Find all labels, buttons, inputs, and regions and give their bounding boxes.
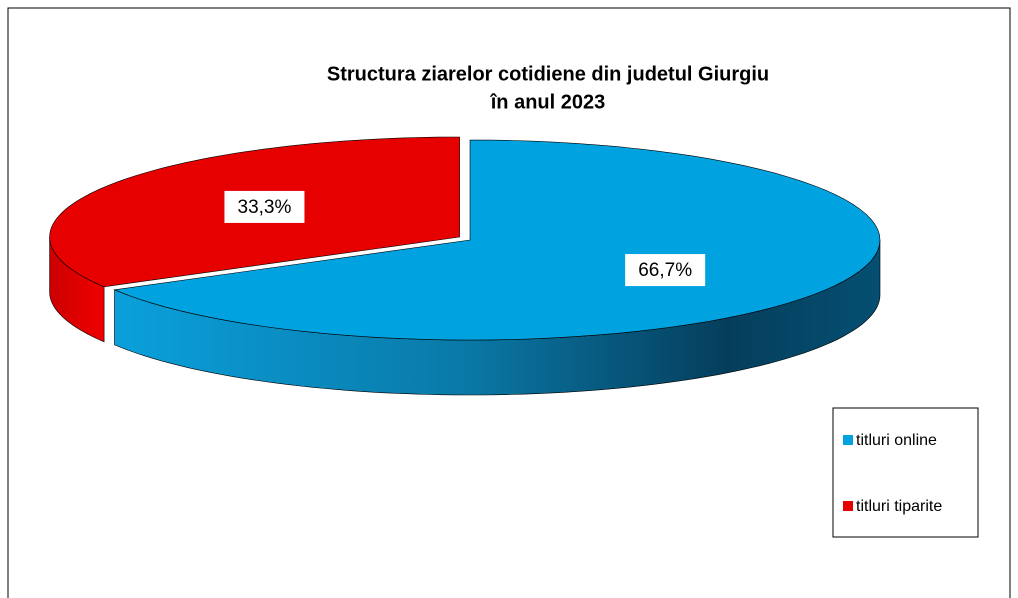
legend-label: titluri online [856, 432, 937, 449]
legend-box [832, 407, 979, 538]
data-label-box [224, 190, 305, 223]
data-label: 66,7% [638, 260, 692, 281]
chart-title: în anul 2023 [490, 91, 606, 113]
legend-label: titluri tiparite [856, 498, 942, 515]
legend-swatch [843, 501, 853, 511]
legend-swatch [843, 435, 853, 445]
chart-title: Structura ziarelor cotidiene din judetul… [327, 63, 769, 85]
data-label-box [625, 254, 706, 287]
data-label: 33,3% [238, 197, 292, 218]
pie-slice [113, 139, 881, 341]
chart-frame [7, 7, 1011, 598]
